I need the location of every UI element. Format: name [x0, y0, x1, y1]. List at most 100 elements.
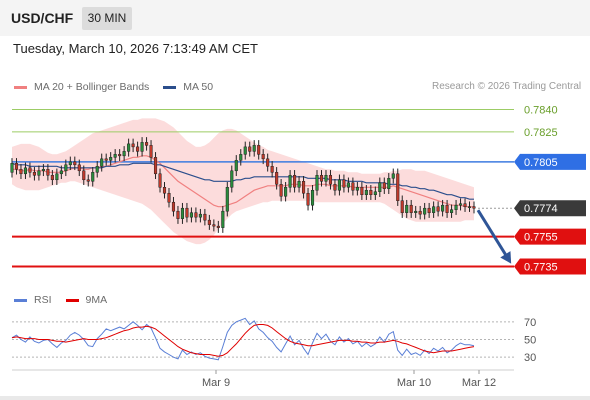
rsi-legend: RSI 9MA	[14, 294, 121, 306]
x-tick-label: Mar 10	[397, 377, 431, 389]
candle-up	[355, 187, 359, 191]
candle-up	[297, 181, 301, 188]
candle-up	[315, 175, 319, 191]
projection-arrow-layer	[476, 209, 512, 264]
candle-down	[275, 172, 279, 185]
level-badge-0.7755	[514, 228, 586, 245]
legend-rsi: RSI	[14, 294, 52, 306]
x-tick-label: Mar 9	[202, 377, 230, 389]
candle-down	[86, 179, 90, 182]
candle-up	[423, 207, 427, 215]
candle-down	[19, 169, 23, 175]
candle-up	[252, 145, 256, 152]
rsi-swatch	[14, 298, 27, 302]
candle-up	[95, 166, 99, 173]
candle-up	[378, 182, 382, 192]
candle-up	[364, 189, 368, 195]
candle-up	[10, 163, 14, 173]
level-label-0.7755: 0.7755	[524, 232, 558, 244]
legend-ma20: MA 20 + Bollinger Bands	[14, 81, 149, 93]
x-axis: Mar 9 Mar 10 Mar 12	[12, 369, 514, 389]
candle-down	[293, 175, 297, 188]
rsi-9ma-line	[11, 324, 475, 357]
level-labels-layer: 0.7840 0.7825 0.7805 0.7774 0.7755 0.7735	[514, 104, 586, 275]
candle-down	[203, 213, 207, 221]
legend-ma50: MA 50	[163, 81, 213, 93]
candle-up	[450, 209, 454, 213]
candle-up	[140, 142, 144, 152]
candle-up	[113, 154, 117, 158]
candle-up	[239, 154, 243, 161]
candle-up	[37, 170, 41, 176]
candle-down	[73, 161, 77, 166]
candle-down	[382, 182, 386, 189]
candle-down	[445, 204, 449, 213]
rsi-tick-50: 50	[524, 335, 536, 347]
level-label-0.7825: 0.7825	[524, 127, 558, 139]
candle-down	[409, 204, 413, 213]
candle-down	[82, 170, 86, 181]
candle-down	[266, 158, 270, 167]
candle-down	[270, 166, 274, 173]
timeframe-badge[interactable]: 30 MIN	[82, 7, 132, 30]
level-label-0.7774: 0.7774	[524, 203, 558, 215]
header-bar: USD/CHF 30 MIN	[0, 0, 590, 36]
candle-down	[118, 154, 122, 157]
candle-down	[162, 187, 167, 194]
candle-down	[436, 206, 440, 212]
candle-up	[391, 173, 395, 179]
candle-up	[346, 182, 350, 188]
candle-down	[306, 192, 310, 206]
candle-down	[131, 143, 135, 148]
candle-up	[387, 178, 391, 189]
candle-up	[100, 158, 104, 167]
level-badge-0.7805	[514, 153, 586, 170]
candle-down	[400, 200, 404, 213]
candle-down	[167, 192, 171, 203]
candle-down	[248, 146, 252, 152]
candle-down	[104, 158, 108, 161]
candle-up	[59, 170, 63, 175]
candle-up	[55, 173, 59, 181]
candle-down	[360, 187, 364, 195]
candle-down	[212, 224, 216, 227]
candle-down	[171, 201, 176, 212]
legend-ma50-label: MA 50	[183, 81, 214, 93]
candle-down	[351, 182, 355, 191]
level-label-0.7805: 0.7805	[524, 157, 558, 169]
candle-up	[373, 191, 377, 195]
candle-up	[221, 210, 225, 228]
candle-down	[77, 164, 81, 172]
x-tick-label: Mar 12	[462, 377, 496, 389]
candle-down	[427, 207, 431, 213]
candle-up	[432, 206, 436, 213]
candle-down	[207, 219, 211, 225]
level-label-0.7840: 0.7840	[524, 104, 558, 116]
copyright-text: Research © 2026 Trading Central	[432, 81, 582, 92]
candle-down	[333, 184, 337, 191]
symbol-title: USD/CHF	[11, 10, 74, 26]
projection-arrow-head	[500, 251, 512, 264]
candle-down	[216, 225, 220, 228]
candle-down	[149, 145, 153, 158]
candle-down	[261, 154, 265, 160]
candle-down	[158, 173, 162, 188]
candle-down	[257, 145, 261, 155]
candle-up	[68, 161, 72, 166]
candle-down	[145, 142, 149, 146]
candle-down	[153, 157, 158, 175]
ma20-swatch	[14, 85, 27, 89]
candle-up	[467, 206, 472, 208]
main-legend: MA 20 + Bollinger Bands MA 50	[14, 81, 227, 93]
rsi-tick-70: 70	[524, 317, 536, 329]
candle-up	[310, 189, 315, 206]
level-badge-0.7735	[514, 258, 586, 275]
candle-down	[328, 175, 333, 185]
level-label-0.7735: 0.7735	[524, 262, 558, 274]
candle-down	[136, 146, 140, 152]
candle-down	[28, 167, 32, 173]
candle-down	[279, 184, 283, 197]
legend-9ma-label: 9MA	[85, 294, 108, 306]
candle-up	[189, 212, 193, 218]
